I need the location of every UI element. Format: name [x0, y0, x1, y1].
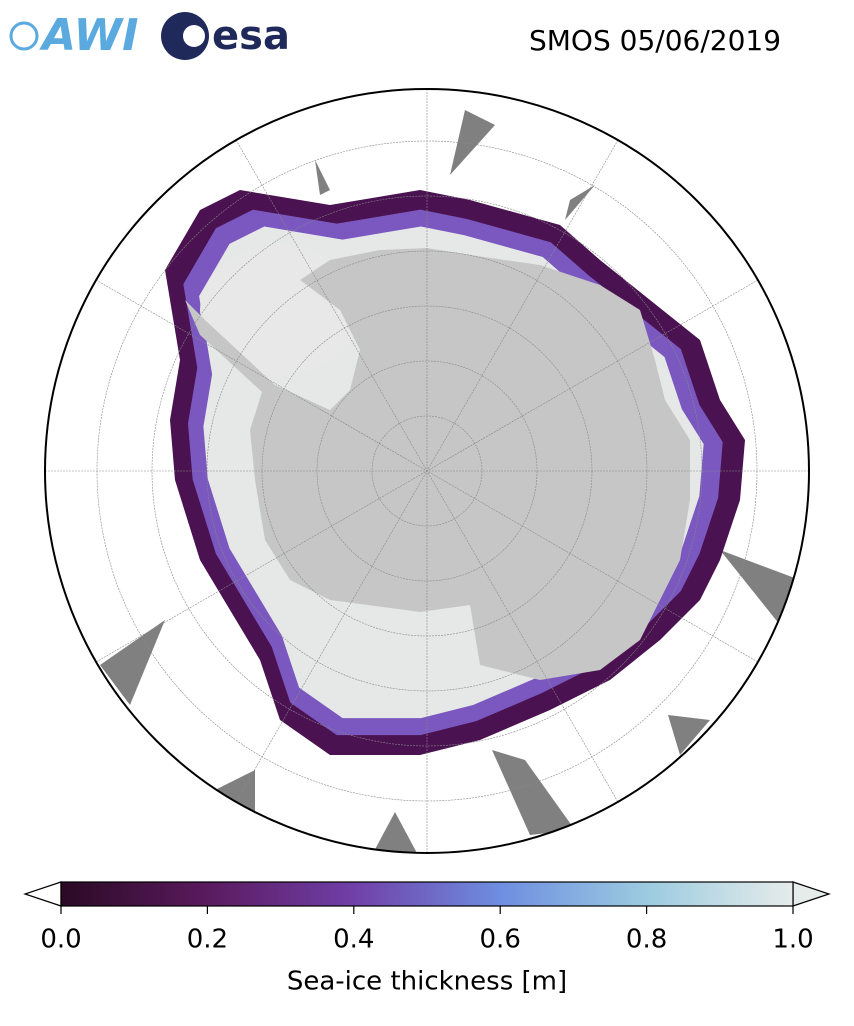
- logo-text: esa: [212, 13, 290, 59]
- awi-logo: AWI: [9, 10, 139, 61]
- data-gaps: [100, 110, 800, 853]
- logo-text: AWI: [39, 10, 139, 61]
- map-frame: [44, 88, 810, 854]
- extend-min: [23, 881, 62, 907]
- colorbar-label: Sea-ice thickness [m]: [287, 967, 567, 997]
- map: [45, 89, 809, 853]
- tick-label: 0.6: [480, 925, 521, 955]
- tick-label: 0.0: [40, 925, 81, 955]
- title: SMOS 05/06/2019: [529, 24, 781, 57]
- graticule: [45, 89, 809, 853]
- extend-max: [792, 881, 831, 907]
- tick-label: 1.0: [772, 925, 813, 955]
- tick-label: 0.2: [187, 925, 228, 955]
- colorbar: Sea-ice thickness [m] 0.0 0.2 0.4 0.6 0.8 1.0: [23, 881, 831, 997]
- esa-logo: esa: [161, 12, 290, 60]
- tick-label: 0.8: [626, 925, 667, 955]
- antarctica: [185, 248, 690, 680]
- colorbar-scale: [60, 881, 794, 907]
- tick-label: 0.4: [333, 925, 374, 955]
